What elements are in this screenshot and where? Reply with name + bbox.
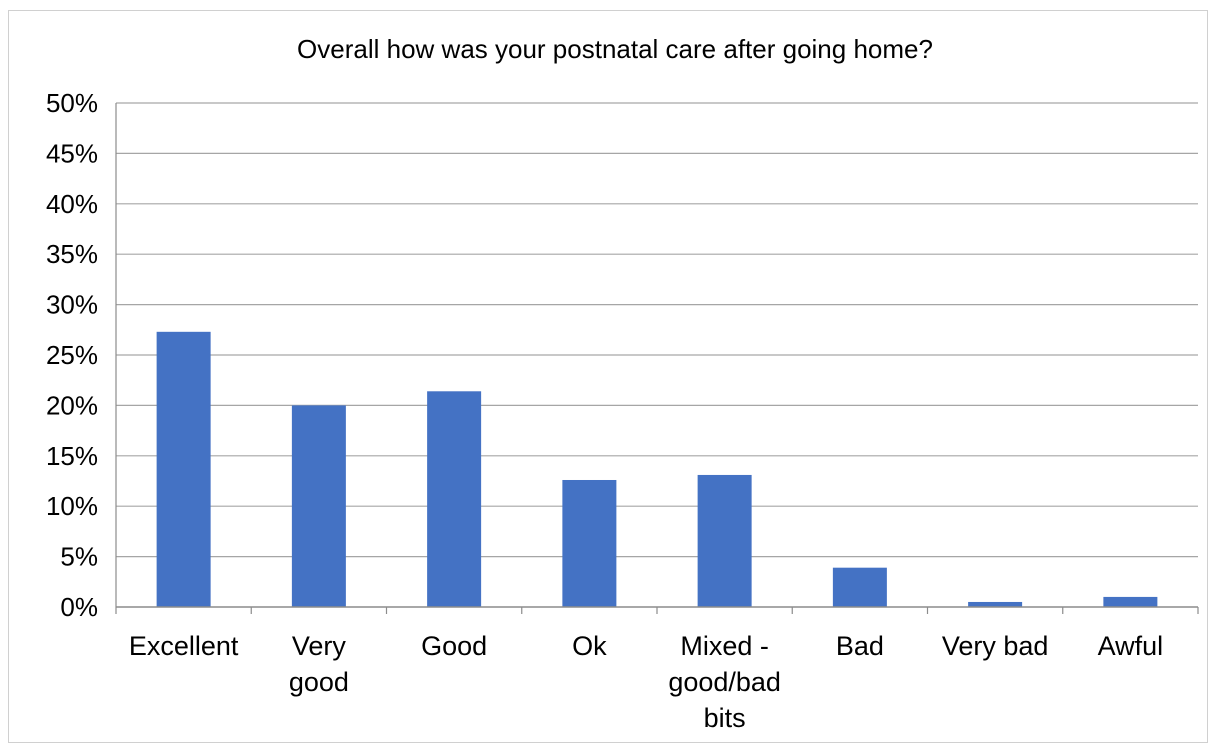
x-axis bbox=[115, 103, 1199, 614]
x-tick-label: Bad bbox=[836, 631, 884, 661]
x-tick-label: Good bbox=[421, 631, 487, 661]
bar-bad bbox=[832, 567, 887, 607]
bar-good bbox=[427, 391, 482, 607]
gridlines bbox=[116, 102, 1198, 558]
chart-title: Overall how was your postnatal care afte… bbox=[297, 34, 933, 64]
bars bbox=[156, 331, 1158, 607]
y-tick-label: 45% bbox=[46, 138, 98, 168]
bar-very-good bbox=[291, 405, 346, 607]
bar-mixed-good-bad-bits bbox=[697, 474, 752, 607]
x-tick-label: Awful bbox=[1098, 631, 1164, 661]
y-tick-label: 10% bbox=[46, 491, 98, 521]
bar-very-bad bbox=[968, 601, 1023, 607]
y-tick-label: 5% bbox=[60, 542, 98, 572]
y-tick-label: 15% bbox=[46, 441, 98, 471]
y-tick-label: 25% bbox=[46, 340, 98, 370]
y-tick-label: 50% bbox=[46, 88, 98, 118]
y-tick-label: 40% bbox=[46, 189, 98, 219]
y-tick-label: 35% bbox=[46, 239, 98, 269]
y-tick-label: 20% bbox=[46, 390, 98, 420]
bar-ok bbox=[562, 479, 617, 607]
bar-awful bbox=[1103, 596, 1158, 607]
x-axis-labels: Excellent Very good Good Ok Mixed -good/bad bi… bbox=[129, 631, 1163, 733]
bar-excellent bbox=[156, 331, 211, 607]
x-tick-label: Very bad bbox=[942, 631, 1049, 661]
y-tick-label: 0% bbox=[60, 592, 98, 622]
x-tick-label: Very good bbox=[289, 631, 349, 697]
x-tick-label: Ok bbox=[572, 631, 607, 661]
y-axis-ticks: 0% 5% 10% 15% 20% 25% 30% 35% 40% 45% 50% bbox=[46, 88, 98, 622]
x-tick-label: Excellent bbox=[129, 631, 239, 661]
x-tick-label: Mixed -good/bad bits bbox=[668, 631, 781, 733]
y-tick-label: 30% bbox=[46, 290, 98, 320]
